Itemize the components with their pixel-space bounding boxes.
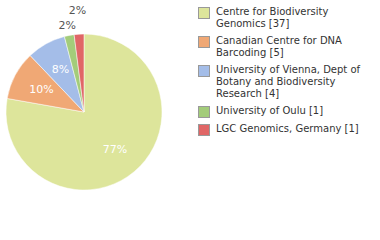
svg-text:8%: 8% <box>52 63 69 76</box>
html-text:Canadian Centre for DNA Barcod: Canadian Centre for DNA Barcoding [5] <box>216 35 342 58</box>
html-text:University of Vienna, Dept of: University of Vienna, Dept of Botany and… <box>216 64 361 99</box>
svg-text:10%: 10% <box>29 83 53 96</box>
svg-text:77%: 77% <box>103 143 127 156</box>
html-text:University of Oulu [1]: University of Oulu [1] <box>216 105 324 116</box>
html-text:LGC Genomics, Germany [1]: LGC Genomics, Germany [1] <box>216 123 359 134</box>
svg-text:2%: 2% <box>59 19 76 32</box>
svg-text:2%: 2% <box>69 4 86 17</box>
html-text:Centre for Biodiversity Genomi: Centre for Biodiversity Genomics [37] <box>216 6 329 29</box>
